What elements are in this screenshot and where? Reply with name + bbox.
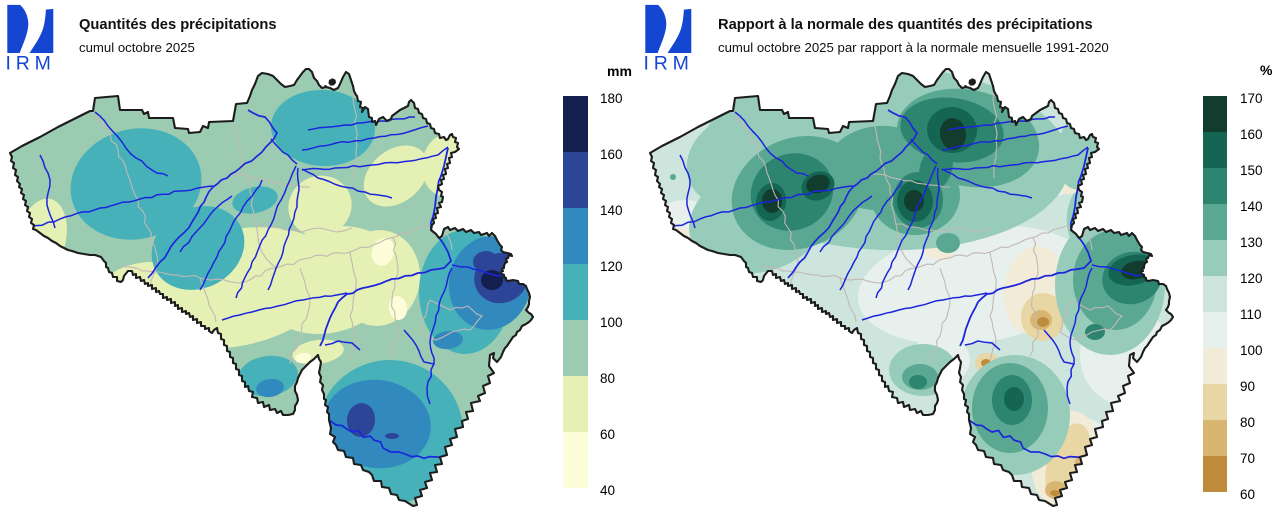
svg-text:IRM: IRM (645, 53, 694, 73)
svg-text:IRM: IRM (7, 53, 56, 73)
